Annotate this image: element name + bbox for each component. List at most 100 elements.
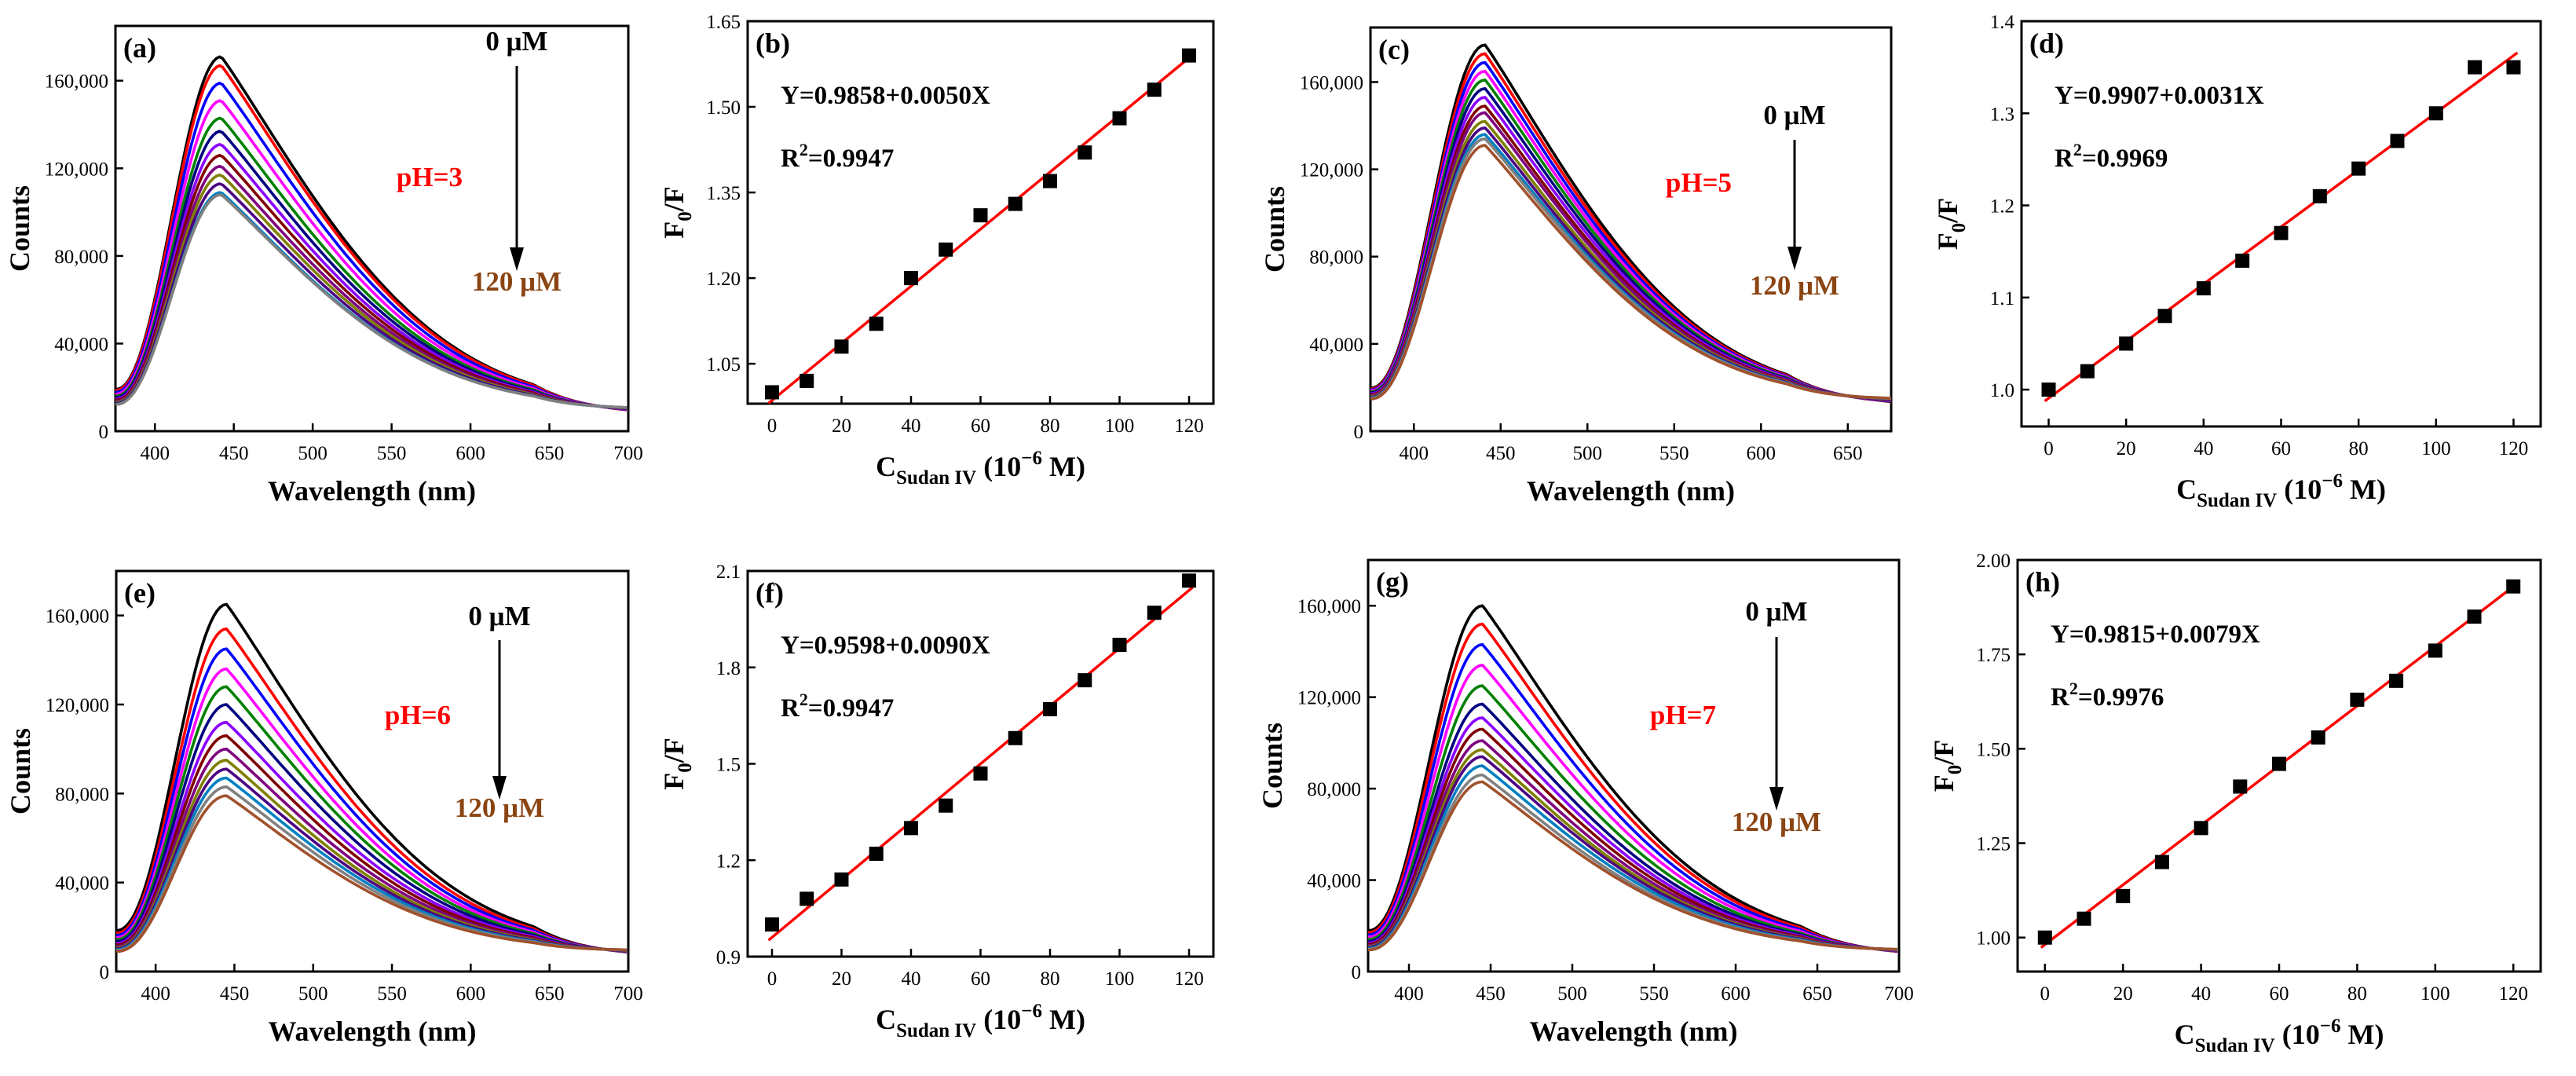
y-tick-label: 1.50 [1976, 739, 2011, 760]
y-tick-label: 160,000 [1300, 72, 1363, 93]
x-tick-label: 400 [140, 443, 170, 464]
data-point [1182, 48, 1197, 63]
end-concentration-label: 120 μM [455, 792, 544, 823]
x-axis-label-part: M) [1042, 1004, 1085, 1035]
data-point [2154, 855, 2169, 869]
arrow-head [1769, 787, 1784, 811]
data-point [2351, 161, 2366, 176]
x-tick-label: 60 [971, 968, 990, 990]
data-point [2390, 134, 2405, 148]
panel-label: (b) [756, 27, 790, 59]
r-squared-prefix: R [2055, 145, 2074, 173]
plot-frame [1369, 26, 1893, 433]
x-tick-label: 20 [2113, 983, 2133, 1005]
x-axis-label-part: M) [2343, 474, 2386, 505]
y-tick-label: 1.35 [706, 183, 741, 204]
x-axis-label: Wavelength (nm) [268, 475, 476, 507]
panel-label: (h) [2025, 566, 2060, 598]
r-squared-sup: 2 [2069, 679, 2078, 698]
data-point [834, 339, 849, 354]
data-point [2196, 281, 2211, 296]
x-axis-label-part: C [876, 1004, 896, 1035]
y-tick-label: 1.2 [1990, 196, 2014, 218]
y-tick-label: 1.2 [716, 851, 741, 872]
x-axis-label-part: Sudan IV [896, 467, 976, 489]
y-axis-label-part: /F [1932, 198, 1963, 224]
r-squared: R2=0.9969 [2055, 140, 2168, 173]
y-tick-label: 120,000 [1297, 688, 1361, 709]
start-concentration-label: 0 μM [485, 26, 547, 57]
start-concentration-label: 0 μM [1763, 100, 1825, 130]
data-point [903, 271, 918, 286]
x-tick-label: 550 [377, 983, 407, 1005]
data-point [2235, 253, 2250, 268]
y-tick-label: 40,000 [55, 873, 109, 895]
x-axis-label-part: −6 [2320, 1016, 2341, 1037]
r-squared-value: =0.9976 [2078, 683, 2164, 712]
data-point [2506, 60, 2521, 75]
x-tick-label: 120 [1174, 968, 1204, 990]
y-tick-label: 1.00 [1976, 928, 2011, 950]
r-squared-sup: 2 [800, 690, 808, 709]
arrow-head [492, 776, 507, 800]
plot-frame [115, 569, 630, 973]
panel-label: (g) [1376, 566, 1409, 598]
x-tick-label: 100 [1105, 968, 1135, 990]
data-point [973, 766, 988, 781]
data-point [1008, 730, 1023, 745]
data-point [869, 847, 884, 862]
y-tick-label: 160,000 [1297, 596, 1361, 617]
data-point [1043, 174, 1058, 188]
panel-b: 0 20 40 60 80 100 1201.051.201.351.501.65(b)Y=… [658, 12, 1215, 489]
arrow-head [510, 247, 524, 271]
y-axis-label-part: F [658, 773, 690, 790]
x-tick-label: 120 [2498, 983, 2528, 1005]
spectrum-line [115, 193, 628, 409]
r-squared-prefix: R [781, 694, 800, 723]
x-tick-label: 80 [2347, 983, 2367, 1005]
ph-label: pH=7 [1650, 700, 1716, 730]
x-axis-label-part: Sudan IV [2195, 1035, 2275, 1056]
y-tick-label: 120,000 [46, 695, 109, 716]
data-point [2119, 336, 2134, 351]
y-axis-label-part: F [658, 221, 690, 239]
data-point [2080, 364, 2095, 379]
y-axis-label-part: 0 [675, 211, 696, 221]
x-axis-label-part: −6 [1021, 448, 1042, 469]
r-squared: R2=0.9947 [781, 690, 894, 723]
y-tick-label: 0.9 [716, 947, 741, 968]
spectrum-line [115, 734, 628, 953]
x-axis-label: Wavelength (nm) [1530, 1016, 1738, 1047]
x-axis-label-part: (10 [2277, 474, 2322, 505]
y-axis-label: Counts [4, 185, 35, 272]
plot-frame [114, 24, 630, 433]
ph-label: pH=6 [385, 700, 451, 730]
data-point [1078, 673, 1092, 688]
y-tick-label: 0 [1354, 422, 1364, 443]
x-tick-label: 500 [298, 983, 328, 1005]
ph-label: pH=3 [397, 162, 463, 192]
data-point [834, 872, 849, 887]
data-point [2194, 821, 2208, 836]
data-point [1078, 145, 1092, 160]
x-tick-label: 500 [298, 443, 327, 464]
x-tick-label: 650 [535, 443, 565, 464]
x-tick-label: 700 [613, 983, 643, 1005]
panel-g: 400 450 500 550 600 650 700 0 40,000 80,000 120,00… [1257, 558, 1914, 1047]
x-tick-label: 20 [2117, 438, 2136, 459]
x-tick-label: 80 [2349, 438, 2369, 459]
x-tick-label: 600 [1721, 983, 1751, 1005]
x-axis-label-part: (10 [976, 1004, 1021, 1035]
data-point [869, 317, 884, 331]
x-tick-label: 400 [1400, 443, 1429, 464]
y-tick-label: 80,000 [54, 247, 108, 268]
y-tick-label: 1.25 [1976, 834, 2011, 855]
data-point [1147, 82, 1162, 97]
data-point [939, 242, 953, 257]
r-squared-prefix: R [2051, 683, 2070, 712]
x-axis-label: Wavelength (nm) [269, 1016, 477, 1047]
y-tick-label: 1.4 [1990, 12, 2015, 33]
y-axis-label: F0/F [658, 186, 696, 239]
x-tick-label: 100 [1105, 415, 1135, 437]
r-squared: R2=0.9947 [781, 140, 894, 173]
